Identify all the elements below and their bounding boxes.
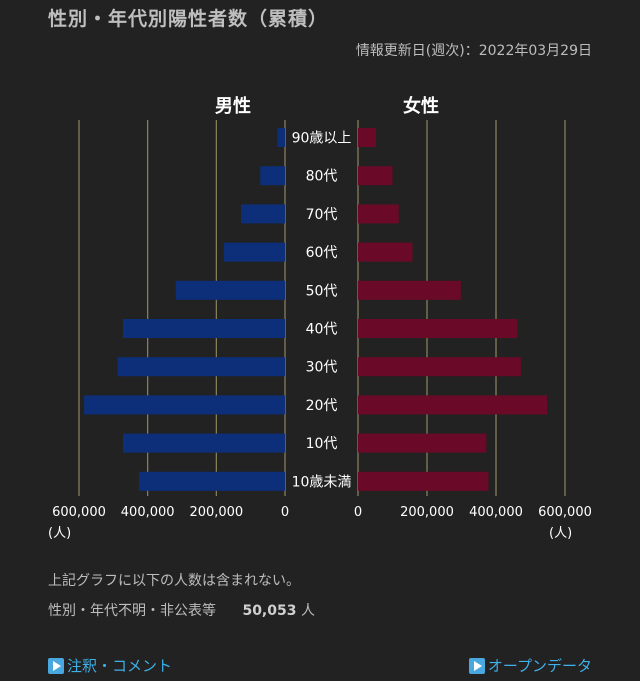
male-bar <box>241 204 285 224</box>
play-icon <box>48 657 64 674</box>
play-icon <box>468 657 485 674</box>
male-bar <box>277 128 285 147</box>
female-bar <box>358 395 548 415</box>
male-unit-label: (人) <box>48 526 71 541</box>
category-label: 30代 <box>306 360 338 376</box>
category-label: 80代 <box>306 169 338 185</box>
category-label: 50代 <box>306 283 338 299</box>
female-tick-label: 0 <box>354 505 362 520</box>
unknown-unit: 人 <box>300 603 315 619</box>
female-bar <box>358 433 487 453</box>
female-bar <box>358 280 461 300</box>
male-tick-label: 400,000 <box>121 505 175 520</box>
female-bar <box>358 471 489 491</box>
category-label: 70代 <box>306 207 338 223</box>
category-label: 20代 <box>306 398 338 414</box>
female-label: 女性 <box>403 96 439 117</box>
male-bar <box>117 357 285 377</box>
open-data-link-label: オープンデータ <box>487 657 592 675</box>
page-title: 性別・年代別陽性者数（累積） <box>48 8 329 30</box>
male-tick-label: 200,000 <box>189 505 243 520</box>
male-bar <box>223 242 285 262</box>
category-label: 90歳以上 <box>292 131 352 147</box>
male-bar <box>84 395 286 415</box>
male-bar <box>175 280 285 300</box>
female-bar <box>358 128 376 147</box>
category-label: 10代 <box>306 436 338 452</box>
female-bar <box>358 166 393 186</box>
female-bar <box>358 204 399 224</box>
female-unit-label: (人) <box>549 526 572 541</box>
female-bar <box>358 357 521 377</box>
unknown-count: 50,053 <box>242 603 297 619</box>
notes-link-label: 注釈・コメント <box>67 657 173 675</box>
male-bar <box>260 166 285 186</box>
female-bar <box>358 242 413 262</box>
male-tick-label: 0 <box>281 505 289 520</box>
open-data-link[interactable]: オープンデータ <box>468 655 592 676</box>
category-label: 40代 <box>306 322 338 338</box>
female-tick-label: 400,000 <box>469 505 523 520</box>
unknown-label: 性別・年代不明・非公表等 <box>48 603 216 619</box>
male-label: 男性 <box>215 96 251 117</box>
male-bar <box>122 319 286 338</box>
population-pyramid-chart: 90歳以上 80代 70代 60代 50代 40代 30代 20代 10代 10歳未満 600,0… <box>48 120 592 541</box>
male-bar <box>122 433 286 453</box>
notes-link[interactable]: 注釈・コメント <box>48 655 172 676</box>
male-bar <box>139 471 285 491</box>
unknown-count-row: 性別・年代不明・非公表等 50,053 人 <box>48 600 315 620</box>
female-bar <box>358 319 518 338</box>
category-label: 60代 <box>306 245 338 261</box>
female-tick-label: 200,000 <box>400 505 454 520</box>
male-tick-label: 600,000 <box>52 505 106 520</box>
update-date: 情報更新日(週次)：2022年03月29日 <box>355 43 592 59</box>
category-label: 10歳未満 <box>292 474 352 490</box>
female-tick-label: 600,000 <box>538 505 592 520</box>
exclusion-note: 上記グラフに以下の人数は含まれない。 <box>48 573 300 589</box>
